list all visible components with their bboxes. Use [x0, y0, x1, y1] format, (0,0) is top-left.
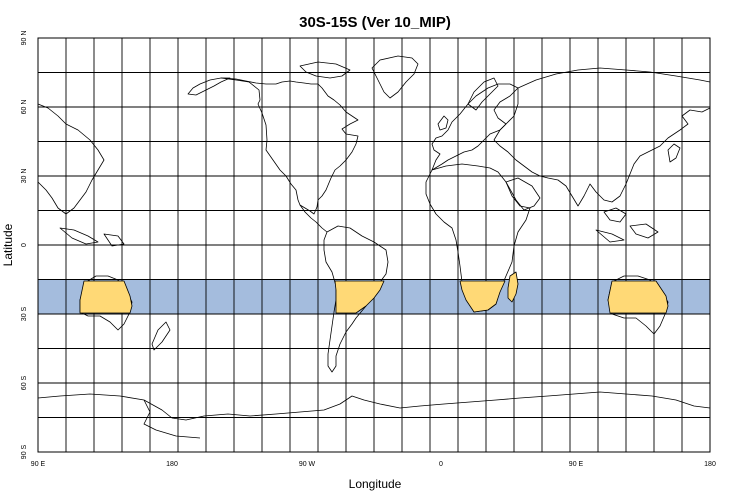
british-isles-outline	[437, 115, 449, 131]
scandinavia-outline	[467, 77, 499, 111]
north-america-outline	[220, 77, 359, 215]
antarctica-outline	[37, 391, 711, 421]
southeast-asia-islands-outline	[595, 207, 659, 243]
y-tick-label: 90 S	[21, 444, 28, 459]
coastlines	[37, 55, 711, 439]
x-tick-label: 90 E	[31, 461, 46, 468]
indonesia-west-outline	[59, 227, 125, 247]
y-tick-label: 90 N	[21, 31, 28, 46]
y-tick-label: 60 S	[21, 375, 28, 390]
asia-outline-west	[37, 103, 105, 215]
asia-outline-east	[493, 67, 711, 207]
south-america-band-segment	[334, 280, 385, 314]
australia-outline-east	[607, 275, 669, 335]
madagascar-outline	[507, 271, 519, 303]
central-america-outline	[299, 204, 328, 233]
japan-outline	[667, 143, 681, 163]
x-tick-label: 180	[704, 461, 716, 468]
y-axis-title: Latitude	[1, 223, 15, 266]
europe-outline	[431, 83, 519, 171]
map-frame	[37, 37, 711, 453]
x-tick-label: 90 W	[299, 461, 316, 468]
map-title: 30S-15S (Ver 10_MIP)	[299, 14, 451, 31]
new-zealand-outline	[151, 321, 171, 351]
longitude-tick-labels: 90 E 180 90 W 0 90 E 180	[31, 461, 716, 468]
latitude-tick-labels: 90 N 60 N 30 N 0 30 S 60 S 90 S	[21, 31, 28, 460]
antarctica-ross-sea-outline	[143, 399, 201, 439]
greenland-outline	[371, 55, 419, 99]
africa-band-segment	[459, 280, 506, 313]
x-tick-label: 90 E	[569, 461, 584, 468]
x-tick-label: 0	[439, 461, 443, 468]
lat-lon-grid	[38, 38, 710, 452]
y-tick-label: 60 N	[21, 100, 28, 115]
y-tick-label: 30 S	[21, 306, 28, 321]
australia-band-segment-east	[607, 280, 669, 314]
alaska-outline	[187, 77, 231, 96]
australia-band-segment-west	[79, 280, 133, 314]
x-tick-label: 180	[166, 461, 178, 468]
y-tick-label: 0	[21, 243, 28, 247]
arctic-islands-outline	[299, 61, 351, 79]
x-axis-title: Longitude	[349, 477, 402, 491]
arabian-peninsula-outline	[505, 177, 541, 211]
y-tick-label: 30 N	[21, 169, 28, 184]
